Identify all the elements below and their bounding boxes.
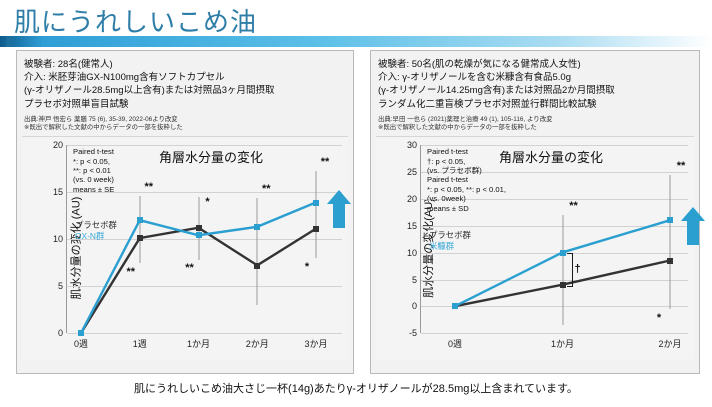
gridline — [421, 225, 688, 227]
gridline — [67, 333, 342, 335]
data-point-marker — [313, 225, 319, 232]
data-point-marker — [667, 257, 673, 264]
data-point-marker — [136, 235, 143, 242]
data-point-marker — [254, 223, 261, 230]
series-lines — [79, 201, 317, 334]
statistics-note: Paired t-test †: p < 0.05, (vs. プラセボ群) P… — [427, 147, 506, 213]
x-axis-tick-label: 1か月 — [550, 339, 575, 350]
chart-title: 角層水分量の変化 — [159, 150, 264, 166]
data-point-marker — [313, 199, 319, 206]
chart-left-plot-area: 0 5 10 15 20 0週 1週 1か月 2か月 3か月 角層水分量の変化 Paired t-te… — [53, 140, 351, 349]
gridline — [421, 333, 688, 335]
chart-right: 肌水分量の変化(AU) -5 0 5 10 15 20 25 30 0週 1か月 2か月 角層水分量の… — [376, 136, 705, 360]
x-axis-tick-label: 1週 — [132, 339, 147, 350]
significance-marker: ** — [676, 159, 686, 172]
citation-right: 出典:早田 一也ら (2021)薬理と治療 49 (1), 105-116, よ… — [378, 115, 553, 132]
up-arrow-icon — [680, 206, 706, 251]
x-axis-tick-label: 3か月 — [304, 339, 328, 350]
y-axis-tick-label: -5 — [408, 328, 417, 339]
legend-entry-placebo: プラセボ群 — [75, 220, 117, 231]
data-point-marker — [78, 330, 84, 337]
y-axis-tick-label: 5 — [57, 281, 63, 292]
legend-entry-active: 米糠群 — [429, 241, 455, 252]
y-axis-tick-label: 30 — [406, 140, 417, 151]
y-axis-tick-label: 20 — [406, 193, 417, 204]
y-axis-tick-label: 0 — [57, 328, 63, 339]
y-axis-tick-label: 25 — [406, 167, 417, 178]
title-divider-bar — [0, 36, 712, 47]
gridline — [421, 172, 688, 174]
gridline — [67, 192, 342, 194]
gridline — [421, 279, 688, 281]
y-axis-tick-label: 5 — [411, 274, 417, 285]
study-panel-right: 被験者: 50名(肌の乾燥が気になる健常成人女性) 介入: γ-オリザノールを含… — [370, 50, 705, 374]
legend-entry-placebo: プラセボ群 — [429, 230, 471, 241]
title-divider-tab — [6, 36, 13, 47]
data-point-marker — [559, 249, 566, 256]
significance-marker: * — [656, 312, 662, 325]
significance-marker: * — [304, 261, 310, 274]
y-axis-tick-label: 10 — [52, 234, 63, 245]
y-axis-tick-label: 15 — [52, 187, 63, 198]
significance-marker: ** — [144, 180, 154, 193]
significance-marker: ** — [261, 182, 271, 195]
significance-marker: ** — [185, 261, 194, 274]
data-point-marker — [195, 232, 202, 239]
gridline — [67, 286, 342, 288]
significance-marker: ** — [320, 155, 330, 168]
x-axis-tick-label: 2か月 — [658, 339, 682, 350]
x-axis-tick-label: 0週 — [73, 339, 89, 350]
gridline — [421, 252, 688, 254]
gridline — [421, 145, 688, 147]
study-info-left: 被験者: 28名(健常人) 介入: 米胚芽油GX-N100mg含有ソフトカプセル… — [24, 59, 275, 110]
study-info-right: 被験者: 50名(肌の乾燥が気になる健常成人女性) 介入: γ-オリザノールを含… — [378, 59, 615, 110]
data-point-marker — [195, 224, 202, 231]
significance-marker: ** — [126, 265, 136, 278]
data-point-marker — [136, 217, 143, 224]
legend-entry-active: GX-N群 — [75, 231, 105, 242]
series-lines — [454, 219, 671, 308]
page-title: 肌にうれしいこめ油 — [14, 7, 258, 37]
citation-left: 出典:神戸 悟宏ら 薬膳 75 (6), 35-39, 2022-06より改変 … — [24, 115, 183, 132]
statistics-note: Paired t-test *: p < 0.05, **: p < 0.01 … — [73, 147, 115, 194]
data-point-marker — [667, 217, 673, 224]
footer-caption: 肌にうれしいこめ油大さじ一杯(14g)あたりγ-オリザノールが28.5mg以上含… — [134, 383, 578, 395]
significance-marker: ** — [569, 200, 578, 213]
y-axis-tick-label: 0 — [411, 301, 417, 312]
up-arrow-icon — [326, 189, 352, 234]
gridline — [421, 306, 688, 308]
comparison-bracket — [566, 252, 573, 287]
x-axis-tick-label: 0週 — [447, 339, 463, 350]
dagger-marker: † — [574, 262, 581, 275]
gridline — [421, 198, 688, 200]
chart-left: 肌水分量の変化 (AU) 0 5 10 15 20 0週 1週 1か月 2か月 3か月 角層水分量の… — [22, 136, 351, 360]
y-axis-tick-label: 20 — [52, 140, 63, 151]
chart-right-plot-area: -5 0 5 10 15 20 25 30 0週 1か月 2か月 角層水分量の変化 Paired t-t… — [407, 140, 705, 349]
gridline — [67, 239, 342, 241]
significance-marker: * — [205, 196, 210, 209]
chart-title: 角層水分量の変化 — [499, 150, 604, 166]
data-point-marker — [254, 262, 261, 269]
data-point-marker — [559, 281, 566, 288]
gridline — [67, 145, 342, 147]
y-axis-tick-label: 15 — [406, 220, 417, 231]
data-point-marker — [452, 303, 458, 310]
x-axis-tick-label: 1か月 — [186, 339, 211, 350]
x-axis-tick-label: 2か月 — [245, 339, 269, 350]
y-axis-tick-label: 10 — [406, 247, 417, 258]
study-panel-left: 被験者: 28名(健常人) 介入: 米胚芽油GX-N100mg含有ソフトカプセル… — [16, 50, 354, 374]
